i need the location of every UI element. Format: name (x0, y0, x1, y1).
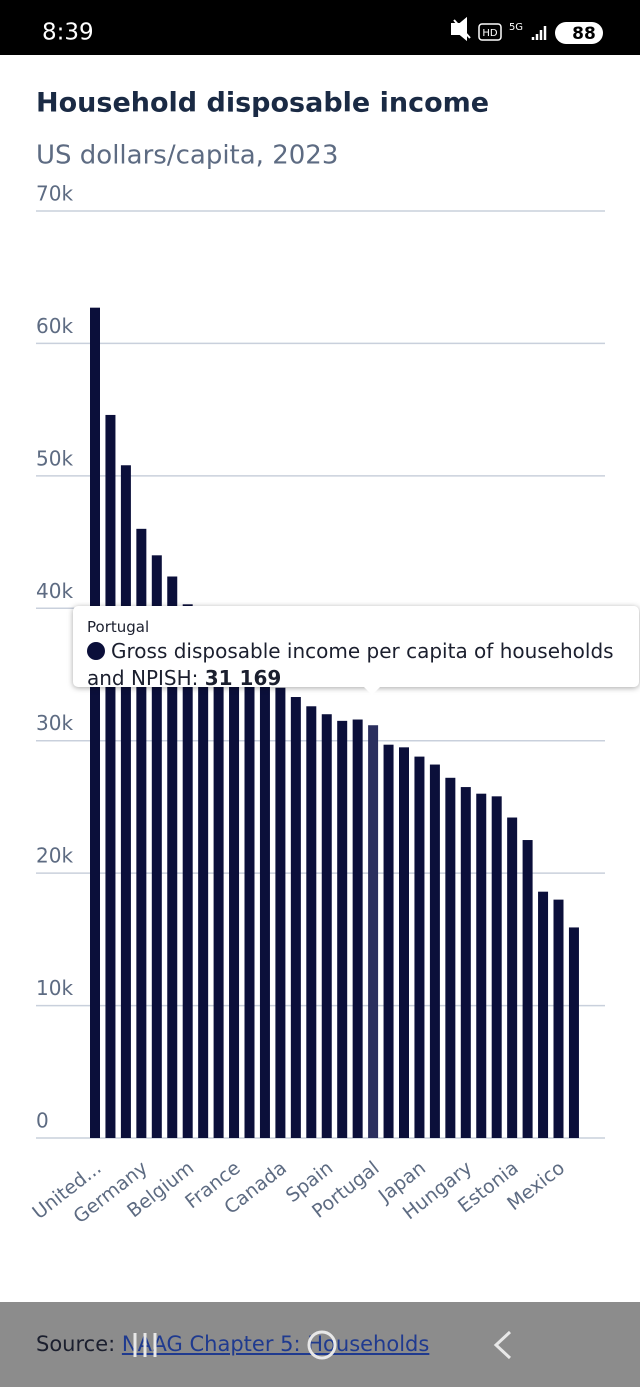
home-button[interactable] (307, 1330, 337, 1360)
hd-icon: HD (482, 28, 498, 39)
bar (507, 817, 518, 1138)
mute-icon (451, 16, 471, 42)
bar (476, 793, 487, 1138)
status-time: 8:39 (42, 20, 94, 46)
navigation-bar: Source: NAAG Chapter 5: Households (0, 1302, 640, 1387)
bar (105, 414, 116, 1138)
bar (136, 528, 147, 1138)
signal-icon (531, 26, 547, 40)
y-tick-label: 20k (36, 844, 73, 868)
source: Source: NAAG Chapter 5: Households (36, 1332, 429, 1356)
bar (167, 576, 178, 1138)
bar (337, 720, 348, 1138)
tooltip-category: Portugal (87, 618, 150, 636)
status-bar (0, 0, 640, 55)
bar (568, 927, 579, 1138)
recent-apps-button[interactable] (133, 1333, 157, 1357)
tooltip-value: 31 169 (204, 666, 282, 690)
bar (290, 697, 301, 1138)
bar (414, 756, 425, 1138)
source-link[interactable]: NAAG Chapter 5: Households (121, 1332, 430, 1356)
bar (198, 628, 209, 1138)
plot: 010k20k30k40k50k60k70kUnited...GermanyBe… (28, 182, 605, 1228)
back-button[interactable] (493, 1330, 512, 1360)
bar (120, 465, 131, 1139)
bar (538, 891, 549, 1138)
bar (352, 719, 363, 1138)
y-tick-label: 40k (36, 579, 73, 603)
bar (368, 725, 379, 1138)
battery (555, 22, 603, 44)
battery-level: 88 (572, 24, 596, 44)
bar (383, 744, 394, 1138)
y-tick-label: 10k (36, 976, 73, 1000)
bar (151, 555, 162, 1138)
chart-title: Household disposable income (36, 88, 489, 119)
tooltip-line: Gross disposable income per capita of ho… (87, 639, 614, 690)
y-tick-label: 70k (36, 182, 73, 206)
bar (522, 840, 533, 1138)
tooltip: Portugal Gross disposable income per cap… (73, 606, 639, 695)
y-tick-label: 50k (36, 446, 73, 470)
screen: 8:39 HD 5G 88 Household disposable incom… (0, 0, 640, 1228)
chart-subtitle: US dollars/capita, 2023 (36, 141, 338, 171)
bar (553, 899, 564, 1138)
bar (90, 307, 100, 1138)
bar (306, 706, 317, 1138)
bar (321, 714, 332, 1138)
bar (445, 777, 456, 1138)
y-tick-label: 60k (36, 314, 73, 338)
tooltip-series: Gross disposable income per capita of ho… (87, 639, 614, 690)
source-label: Source: (36, 1332, 116, 1356)
tooltip-marker (87, 642, 105, 660)
hd-box (478, 23, 502, 41)
bar (229, 654, 240, 1138)
bar (491, 796, 502, 1138)
bar (429, 764, 440, 1138)
bar (213, 641, 224, 1138)
network-icon: 5G (509, 22, 523, 33)
y-tick-label: 30k (36, 711, 73, 735)
bar (460, 787, 471, 1138)
y-tick-label: 0 (36, 1109, 49, 1133)
bar (259, 677, 270, 1138)
bar (182, 604, 193, 1138)
bar (399, 747, 409, 1138)
bar (244, 667, 255, 1138)
nav-icons (133, 1330, 512, 1360)
bar (275, 687, 286, 1138)
